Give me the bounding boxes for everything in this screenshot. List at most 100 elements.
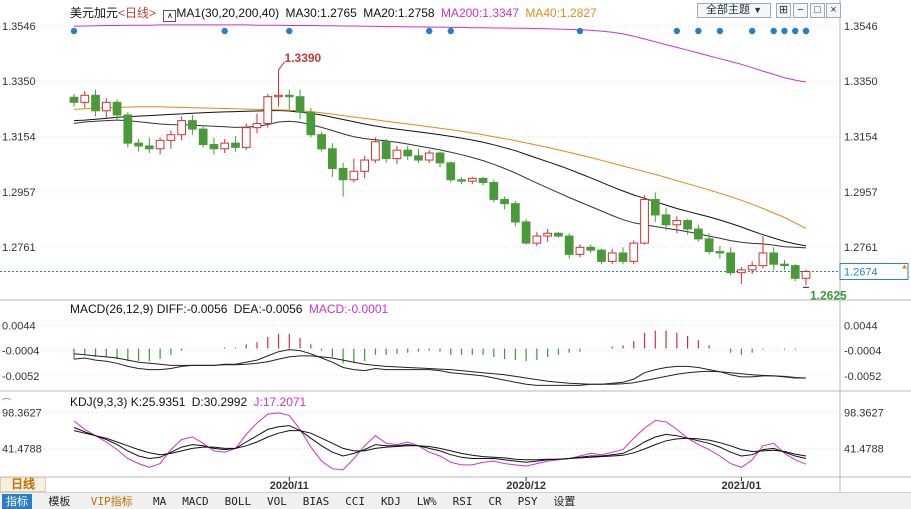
candle-up	[220, 142, 230, 150]
candle-down	[338, 167, 348, 181]
event-dot	[221, 27, 228, 35]
candle-down	[586, 246, 596, 251]
candle-down	[198, 128, 208, 146]
kdj-d-line	[73, 430, 807, 461]
macd-axis-label-right: -0.0004	[844, 346, 881, 358]
price-axis-label-right: 1.2761	[844, 242, 878, 254]
candle-up	[737, 269, 746, 274]
indicator-tab-bar: 指标 模板 VIP指标 MA MACD BOLL VOL BIAS CCI KDJ LW% RSI CR…	[0, 492, 911, 509]
candle-down	[231, 142, 240, 148]
candle-up	[629, 242, 639, 262]
indicator-tab[interactable]: CR	[488, 495, 502, 508]
x-axis-label: 2020/12	[506, 480, 546, 492]
ma30-value: MA30:1.2765	[285, 6, 357, 20]
event-dot	[70, 27, 78, 35]
candle-down	[769, 252, 779, 265]
ma200-value: MA200:1.3347	[440, 6, 519, 20]
kdj-title: KDJ(9,3,3)	[70, 395, 128, 409]
event-dot	[716, 27, 724, 35]
macd-axis-label-left: -0.0052	[2, 371, 39, 383]
candle-up	[177, 120, 187, 136]
candle-up	[263, 96, 273, 124]
indicator-tab[interactable]: 设置	[553, 495, 576, 508]
indicator-tab[interactable]: 指标	[2, 494, 32, 509]
candle-down	[446, 162, 456, 181]
candle-down	[500, 198, 509, 205]
candle-down	[134, 142, 143, 147]
price-axis-label-right: 1.3154	[844, 131, 878, 143]
high-pointer	[278, 61, 285, 71]
price-alert-icon	[902, 264, 907, 269]
indicator-tab[interactable]: VIP指标	[90, 495, 133, 508]
event-dot	[426, 27, 433, 35]
grid-toggle-icon[interactable]: ⊞	[776, 3, 791, 18]
theme-select-value: 全部主题	[706, 4, 750, 16]
indicator-tab[interactable]: BOLL	[224, 495, 252, 508]
indicator-tab[interactable]: BIAS	[302, 495, 330, 508]
close-icon[interactable]: ×	[826, 3, 841, 18]
macd-axis-label-left: -0.0004	[2, 346, 39, 358]
event-dot	[286, 27, 293, 35]
candle-up	[392, 149, 402, 160]
candle-up	[672, 220, 682, 226]
chevron-down-icon: ▼	[753, 5, 762, 15]
maximize-icon[interactable]: □	[810, 3, 825, 18]
kdj-axis-label-right: 41.4788	[844, 444, 884, 456]
ma20-value: MA20:1.2758	[363, 6, 435, 20]
candle-down	[381, 141, 391, 160]
ma-line-ma200	[73, 24, 807, 83]
period-label: <日线>	[118, 6, 157, 20]
candle-down	[597, 249, 606, 262]
macd-axis-label-right: 0.0044	[844, 320, 878, 332]
candle-up	[360, 159, 370, 172]
macd-axis-label-left: 0.0044	[2, 320, 36, 332]
candle-down	[209, 144, 219, 150]
minimize-icon[interactable]: −	[793, 3, 808, 18]
low-price-label: 1.2625	[810, 288, 847, 302]
indicator-tab[interactable]: LW%	[416, 495, 437, 508]
kdj-d-value: D:30.2992	[191, 395, 248, 409]
candle-down	[188, 120, 197, 130]
indicator-tab[interactable]: PSY	[517, 495, 538, 508]
candle-down	[295, 96, 305, 113]
kdj-settings-icon[interactable]: ⌒	[2, 398, 12, 408]
x-axis-label: 2020/11	[270, 480, 309, 492]
indicator-tab[interactable]: RSI	[452, 495, 473, 508]
indicator-tab[interactable]: KDJ	[381, 495, 401, 508]
x-axis-label: 2021/01	[722, 480, 762, 492]
ma-line-ma30	[73, 109, 807, 247]
candle-down	[510, 203, 520, 223]
macd-dea-value: DEA:-0.0056	[233, 302, 303, 316]
last-price-label: 1.2674	[844, 267, 878, 279]
indicator-tab[interactable]: VOL	[267, 495, 287, 508]
candle-down	[284, 94, 294, 98]
period-badge[interactable]: 日线	[0, 477, 46, 492]
candle-up	[575, 246, 585, 255]
indicator-tab[interactable]: 模板	[48, 495, 71, 508]
indicator-tab[interactable]: MA	[153, 495, 167, 508]
indicator-tab[interactable]: CCI	[345, 495, 366, 508]
candle-down	[554, 232, 563, 237]
theme-select[interactable]: 全部主题 ▼	[697, 3, 771, 18]
candle-down	[306, 111, 316, 136]
high-price-label: 1.3390	[285, 51, 322, 65]
indicator-tab[interactable]: MACD	[182, 495, 209, 508]
candle-down	[618, 252, 628, 262]
candle-down	[683, 220, 692, 230]
event-dot	[781, 27, 788, 35]
ma-indicator-icon[interactable]: ∧	[163, 10, 177, 22]
event-dot	[673, 27, 681, 35]
event-dot	[792, 27, 799, 35]
candle-up	[252, 122, 262, 129]
price-header: 美元加元<日线> ∧ MA1(30,20,200,40) MA30:1.2765 …	[70, 4, 597, 22]
candle-down	[112, 101, 122, 116]
candle-down	[661, 214, 671, 226]
candle-down	[317, 134, 326, 150]
candle-up	[607, 252, 617, 262]
candle-up	[155, 139, 165, 150]
macd-value: MACD:-0.0001	[308, 302, 389, 316]
candle-down	[704, 238, 714, 253]
candle-down	[69, 96, 79, 103]
macd-title: MACD(26,12,9)	[70, 302, 154, 316]
candle-up	[80, 94, 90, 103]
